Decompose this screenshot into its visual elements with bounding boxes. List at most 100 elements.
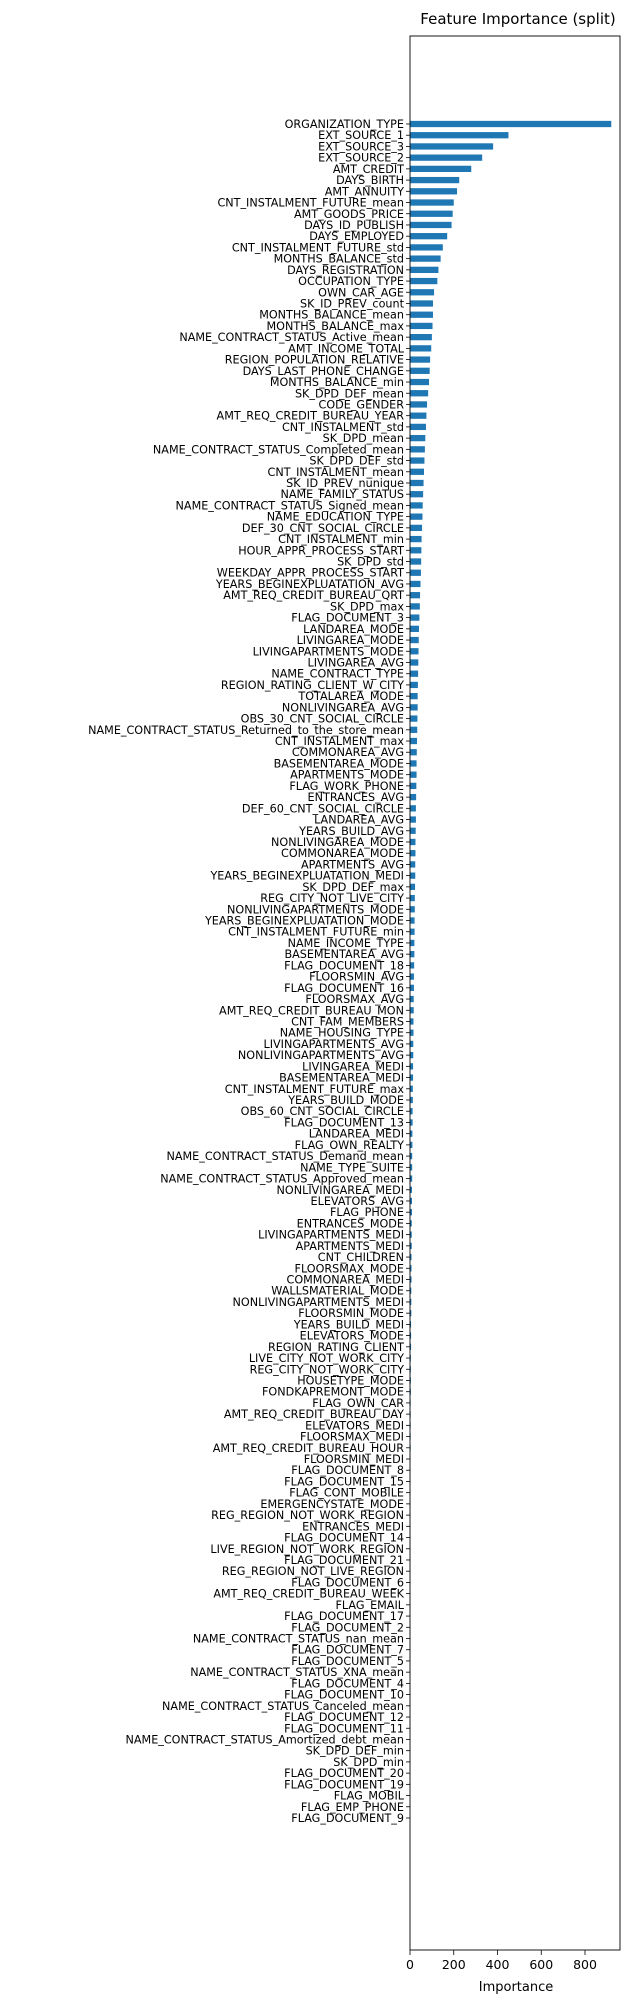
bar-name-housing-type (410, 1030, 414, 1036)
x-tick-label: 0 (406, 1957, 414, 1972)
bar-landarea-mode (410, 626, 419, 632)
bar-name-contract-type (410, 671, 418, 677)
bar-name-education-type (410, 514, 422, 520)
bar-sk-dpd-max (410, 603, 420, 609)
bar-months-balance-max (410, 323, 433, 329)
bar-amt-income-total (410, 345, 431, 351)
bar-days-registration (410, 267, 438, 273)
bar-flag-document-18 (410, 962, 414, 968)
bar-cnt-fam-members (410, 1018, 414, 1024)
bar-days-last-phone-change (410, 368, 430, 374)
bar-cnt-instalment-std (410, 424, 426, 430)
bar-entrances-avg (410, 794, 416, 800)
bar-reg-city-not-live-city (410, 895, 415, 901)
bar-days-birth (410, 177, 459, 183)
bar-apartments-mode (410, 772, 417, 778)
bar-own-car-age (410, 289, 434, 295)
x-tick-label: 400 (486, 1957, 510, 1972)
bar-name-income-type (410, 940, 414, 946)
bar-amt-annuity (410, 188, 457, 194)
chart-title: Feature Importance (split) (420, 10, 615, 28)
bar-livingapartments-avg (410, 1041, 413, 1047)
axes-frame (410, 36, 620, 1950)
bar-cnt-instalment-future-std (410, 244, 443, 250)
bar-weekday-appr-process-start (410, 570, 421, 576)
bar-totalarea-mode (410, 693, 418, 699)
bar-sk-dpd-std (410, 558, 421, 564)
bar-years-build-avg (410, 828, 416, 834)
bar-commonarea-avg (410, 749, 417, 755)
bar-livingarea-avg (410, 659, 418, 665)
bar-sk-id-prev-count (410, 300, 433, 306)
bars-layer (410, 121, 611, 1608)
y-tick-labels: ORGANIZATION_TYPEEXT_SOURCE_1EXT_SOURCE_… (88, 118, 410, 1825)
x-ticks: 0 200 400 600 800 (406, 1950, 597, 1972)
bar-nonlivingarea-avg (410, 704, 418, 710)
bar-cnt-instalment-future-min (410, 929, 415, 935)
bar-amt-goods-price (410, 211, 453, 217)
bar-livingarea-medi (410, 1063, 413, 1069)
bar-sk-dpd-def-mean (410, 390, 428, 396)
bar-name-contract-status-signed-mean (410, 502, 423, 508)
bar-name-family-status (410, 491, 423, 497)
bar-days-id-publish (410, 222, 452, 228)
bar-region-rating-client-w-city (410, 682, 418, 688)
bar-cnt-instalment-future-mean (410, 199, 454, 205)
bar-region-population-relative (410, 356, 430, 362)
bar-sk-dpd-def-max (410, 884, 415, 890)
x-tick-label: 600 (529, 1957, 553, 1972)
bar-sk-dpd-def-std (410, 457, 424, 463)
x-tick-label: 200 (442, 1957, 466, 1972)
bar-months-balance-min (410, 379, 429, 385)
bar-years-beginexpluatation-medi (410, 873, 415, 879)
bar-sk-id-prev-nunique (410, 480, 424, 486)
x-tick-label: 800 (573, 1957, 597, 1972)
bar-name-contract-status-returned-to-the-store-mean (410, 727, 417, 733)
bar-occupation-type (410, 278, 437, 284)
bar-basementarea-avg (410, 951, 414, 957)
bar-commonarea-mode (410, 850, 415, 856)
bar-flag-document-3 (410, 614, 419, 620)
bar-def-30-cnt-social-circle (410, 525, 422, 531)
bar-ext-source-1 (410, 132, 508, 138)
bar-cnt-instalment-mean (410, 469, 424, 475)
bar-livingarea-mode (410, 637, 419, 643)
bar-years-beginexpluatation-mode (410, 917, 415, 923)
bar-ext-source-2 (410, 155, 482, 161)
bar-flag-document-16 (410, 985, 414, 991)
bar-cnt-instalment-min (410, 536, 422, 542)
bar-nonlivingapartments-mode (410, 906, 415, 912)
bar-name-contract-status-active-mean (410, 334, 432, 340)
bar-code-gender (410, 401, 427, 407)
bar-nonlivingarea-mode (410, 839, 415, 845)
bar-amt-req-credit-bureau-year (410, 413, 426, 419)
bar-amt-credit (410, 166, 471, 172)
bar-apartments-avg (410, 861, 415, 867)
y-tick-label: FLAG_DOCUMENT_9 (291, 1812, 404, 1825)
bar-months-balance-std (410, 255, 441, 261)
bar-years-beginexpluatation-avg (410, 581, 421, 587)
bar-organization-type (410, 121, 611, 127)
bar-floorsmax-avg (410, 996, 414, 1002)
bar-landarea-avg (410, 816, 416, 822)
bar-floorsmin-avg (410, 973, 414, 979)
bar-sk-dpd-mean (410, 435, 425, 441)
bar-ext-source-3 (410, 143, 493, 149)
axes-spines (410, 36, 620, 1950)
bar-amt-req-credit-bureau-qrt (410, 592, 420, 598)
x-axis-label: Importance (479, 1980, 554, 1995)
bar-months-balance-mean (410, 312, 433, 318)
bar-basementarea-medi (410, 1074, 413, 1080)
bar-cnt-instalment-max (410, 738, 417, 744)
bar-def-60-cnt-social-circle (410, 805, 416, 811)
bar-hour-appr-process-start (410, 547, 421, 553)
bar-basementarea-mode (410, 760, 417, 766)
bar-livingapartments-mode (410, 648, 419, 654)
bar-nonlivingapartments-avg (410, 1052, 413, 1058)
bar-days-employed (410, 233, 447, 239)
bar-obs-30-cnt-social-circle (410, 715, 417, 721)
bar-name-contract-status-completed-mean (410, 446, 425, 452)
bar-flag-work-phone (410, 783, 416, 789)
